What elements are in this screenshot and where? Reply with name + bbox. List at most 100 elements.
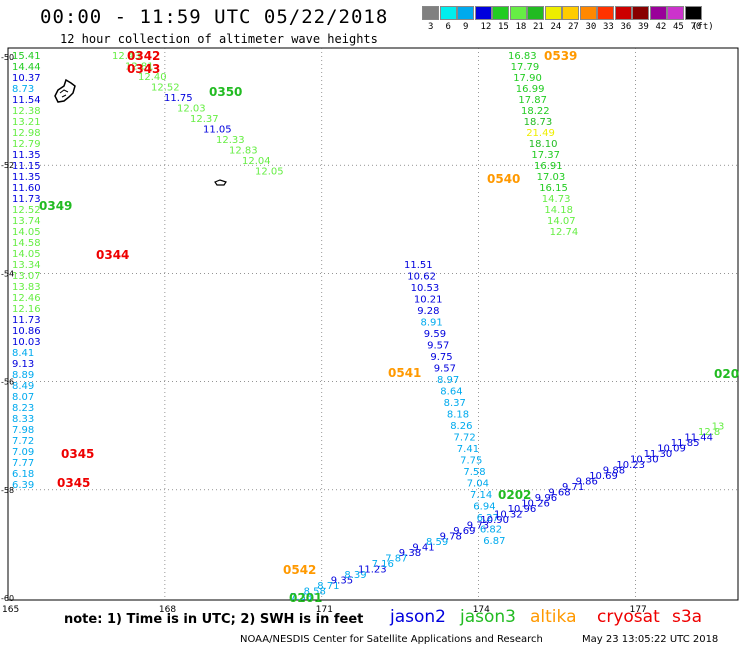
color-swatch bbox=[527, 6, 544, 20]
latitude-label: -58 bbox=[1, 486, 14, 495]
color-tick-label: 45 bbox=[673, 22, 684, 32]
longitude-label: 171 bbox=[316, 605, 333, 615]
wave-height-value: 6.18 bbox=[12, 469, 34, 480]
pass-time-label: 0540 bbox=[487, 172, 520, 186]
wave-height-value: 6.39 bbox=[12, 480, 34, 491]
wave-height-value: 8.39 bbox=[344, 570, 366, 581]
wave-height-value: 18.22 bbox=[521, 106, 550, 117]
wave-height-value: 13.34 bbox=[12, 260, 41, 271]
wave-height-value: 13.21 bbox=[12, 117, 41, 128]
wave-height-value: 14.44 bbox=[12, 62, 41, 73]
wave-height-value: 9.88 bbox=[603, 466, 625, 477]
wave-height-value: 10.21 bbox=[414, 295, 443, 306]
wave-height-value: 10.09 bbox=[657, 444, 686, 455]
color-tick-label: 15 bbox=[498, 22, 509, 32]
wave-height-value: 8.26 bbox=[450, 421, 472, 432]
credit-text: NOAA/NESDIS Center for Satellite Applica… bbox=[240, 634, 543, 645]
pass-time-label: 0201 bbox=[289, 591, 322, 605]
wave-height-value: 8.07 bbox=[12, 392, 34, 403]
wave-height-value: 11.85 bbox=[671, 438, 700, 449]
pass-time-label: 0345 bbox=[57, 476, 90, 490]
wave-height-value: 12.8 bbox=[698, 427, 720, 438]
wave-height-value: 14.05 bbox=[12, 227, 41, 238]
wave-height-value: 10.03 bbox=[12, 337, 41, 348]
latitude-label: -56 bbox=[1, 378, 14, 387]
wave-height-value: 6.27 bbox=[477, 513, 499, 524]
legend-altika: altika bbox=[530, 607, 577, 627]
legend-jason2: jason2 bbox=[390, 607, 446, 627]
longitude-label: 177 bbox=[630, 605, 647, 615]
wave-height-value: 11.05 bbox=[203, 125, 232, 136]
wave-height-value: 17.79 bbox=[511, 62, 540, 73]
wave-height-value: 10.26 bbox=[521, 499, 550, 510]
wave-height-value: 10.23 bbox=[616, 460, 645, 471]
wave-height-value: 6.94 bbox=[473, 502, 495, 513]
color-swatch bbox=[649, 6, 667, 20]
wave-height-value: 11.60 bbox=[12, 183, 41, 194]
latitude-label: -60 bbox=[1, 594, 14, 603]
wave-height-value: 14.18 bbox=[544, 205, 573, 216]
color-tick-label: 21 bbox=[533, 22, 544, 32]
longitude-label: 165 bbox=[2, 605, 19, 615]
wave-height-value: 9.71 bbox=[562, 482, 584, 493]
legend-jason3: jason3 bbox=[460, 607, 516, 627]
wave-height-value: 8.37 bbox=[444, 398, 466, 409]
wave-height-value: 11.30 bbox=[644, 449, 673, 460]
wave-height-value: 9.69 bbox=[453, 526, 475, 537]
color-swatch bbox=[509, 6, 527, 20]
wave-height-value: 12.52 bbox=[151, 83, 180, 94]
pass-time-label: 020 bbox=[714, 367, 739, 381]
wave-height-value: 13.74 bbox=[12, 216, 41, 227]
color-swatch bbox=[544, 6, 562, 20]
wave-height-value: 7.04 bbox=[467, 479, 489, 490]
color-swatch bbox=[684, 6, 702, 20]
chart-title: 00:00 - 11:59 UTC 05/22/2018 bbox=[40, 6, 389, 28]
legend-s3a: s3a bbox=[672, 607, 703, 627]
color-swatch bbox=[439, 6, 457, 20]
land-layer bbox=[54, 78, 227, 186]
color-tick-label: 24 bbox=[550, 22, 562, 32]
wave-height-value: 11.54 bbox=[12, 95, 41, 106]
wave-height-value: 7.77 bbox=[12, 458, 34, 469]
wave-height-value: 12.98 bbox=[12, 128, 41, 139]
wave-height-value: 10.90 bbox=[480, 515, 509, 526]
wave-height-value: 7.72 bbox=[12, 436, 34, 447]
wave-height-value: 10.69 bbox=[589, 471, 618, 482]
wave-height-value: 16.83 bbox=[508, 51, 537, 62]
wave-height-value: 7.87 bbox=[385, 554, 407, 565]
pass-time-label: 0202 bbox=[498, 488, 531, 502]
wave-height-value: 11.75 bbox=[164, 93, 193, 104]
wave-height-value: 12.03 bbox=[177, 104, 206, 115]
wave-height-value: 16.99 bbox=[516, 84, 545, 95]
wave-height-value: 8.71 bbox=[317, 581, 339, 592]
wave-height-value: 9.41 bbox=[412, 543, 434, 554]
wave-height-value: 11.73 bbox=[12, 315, 41, 326]
color-tick-label: 27 bbox=[568, 22, 579, 32]
wave-height-value: 9.96 bbox=[535, 493, 557, 504]
legend-cryosat: cryosat bbox=[597, 607, 660, 627]
color-tick-label: 6 bbox=[445, 22, 451, 32]
wave-height-value: 12.46 bbox=[12, 293, 41, 304]
wave-height-value: 8.97 bbox=[437, 375, 459, 386]
wave-height-value: 12.40 bbox=[138, 72, 167, 83]
wave-height-value: 12.37 bbox=[190, 114, 219, 125]
map-frame bbox=[7, 47, 739, 601]
wave-height-value: 8.41 bbox=[12, 348, 34, 359]
footer-note: note: 1) Time is in UTC; 2) SWH is in fe… bbox=[64, 612, 364, 627]
wave-height-value: 17.90 bbox=[513, 73, 542, 84]
latitude-label: -50 bbox=[1, 53, 14, 62]
pass-time-label: 0342 bbox=[127, 49, 160, 63]
wave-height-value: 9.13 bbox=[12, 359, 34, 370]
color-swatch bbox=[422, 6, 439, 20]
wave-height-value: 8.64 bbox=[440, 387, 462, 398]
wave-height-value: 12.04 bbox=[242, 156, 271, 167]
wave-height-value: 13.83 bbox=[12, 282, 41, 293]
island-detail bbox=[59, 89, 69, 98]
color-tick-label: 18 bbox=[515, 22, 527, 32]
color-tick-label: 30 bbox=[585, 22, 597, 32]
wave-height-value: 9.35 bbox=[331, 576, 353, 587]
wave-height-value: 14.73 bbox=[542, 194, 571, 205]
latitude-label: -52 bbox=[1, 161, 14, 170]
wave-height-value: 12.05 bbox=[255, 167, 284, 178]
wave-height-value: 10.53 bbox=[411, 283, 440, 294]
